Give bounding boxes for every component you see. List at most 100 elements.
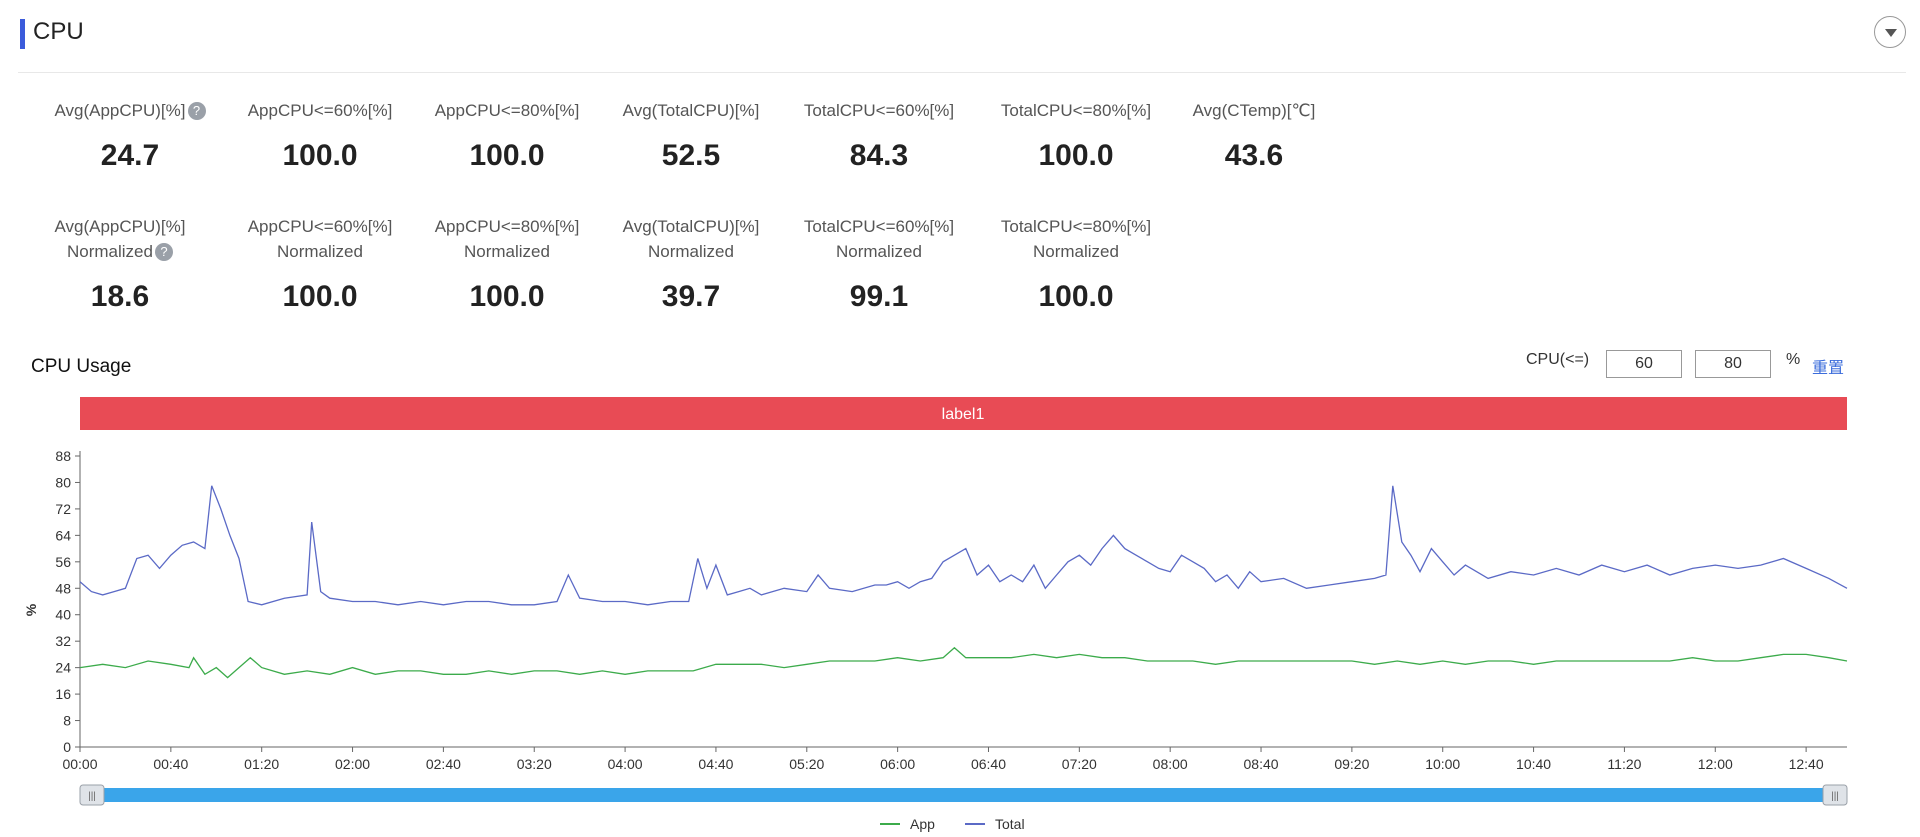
metric-value: 52.5 xyxy=(661,139,721,172)
cpu-usage-chart: label1 0 8 16 24 32 40 48 56 64 72 80 88 00:00 00:40… xyxy=(23,397,1848,832)
metric-avg-ctemp: Avg(CTemp)[℃] 43.6 xyxy=(1164,98,1344,173)
x-tick-label: 04:40 xyxy=(698,756,733,772)
x-tick-label: 05:20 xyxy=(789,756,824,772)
x-tick-label: 08:40 xyxy=(1244,756,1279,772)
legend: App Total xyxy=(880,816,1025,832)
metric-value: 43.6 xyxy=(1224,139,1284,172)
y-tick-label: 40 xyxy=(55,607,71,623)
x-tick-label: 08:00 xyxy=(1153,756,1188,772)
x-tick-label: 11:20 xyxy=(1607,756,1641,772)
metric-value: 100.0 xyxy=(469,280,545,313)
metric-label-normalized: Normalized xyxy=(67,242,153,261)
metric-label: AppCPU<=60%[%] xyxy=(247,217,393,236)
metric-label-normalized: Normalized xyxy=(836,242,922,261)
metric-value: 24.7 xyxy=(100,139,160,172)
threshold-60-input[interactable] xyxy=(1606,350,1682,378)
series-lines xyxy=(79,485,1848,679)
y-tick-label: 16 xyxy=(55,686,71,702)
slider-handle-left[interactable] xyxy=(79,784,105,806)
metric-totalcpu-60: TotalCPU<=60%[%] 84.3 xyxy=(789,98,969,173)
metric-label: TotalCPU<=80%[%] xyxy=(1000,101,1152,120)
metric-label: Avg(AppCPU)[%] xyxy=(54,101,186,120)
x-tick-label: 01:20 xyxy=(244,756,279,772)
grip-icon: ||| xyxy=(88,791,96,802)
metric-label: Avg(AppCPU)[%] xyxy=(54,217,186,236)
collapse-button[interactable] xyxy=(1874,16,1906,48)
x-tick-label: 12:40 xyxy=(1789,756,1824,772)
x-tick-label: 00:00 xyxy=(62,756,97,772)
y-axis-label: % xyxy=(23,603,39,616)
metric-totalcpu-80-normalized: TotalCPU<=80%[%] Normalized 100.0 xyxy=(986,214,1166,314)
y-tick-label: 64 xyxy=(55,527,71,543)
time-range-slider[interactable]: ||| ||| xyxy=(79,784,1848,806)
y-tick-label: 24 xyxy=(55,660,71,676)
metric-label-normalized: Normalized xyxy=(464,242,550,261)
x-tick-label: 04:00 xyxy=(608,756,643,772)
metric-avg-appcpu: Avg(AppCPU)[%]? 24.7 xyxy=(40,98,220,173)
metric-value: 99.1 xyxy=(849,280,909,313)
y-tick-label: 80 xyxy=(55,474,71,490)
y-tick-label: 72 xyxy=(55,501,71,517)
metric-label: TotalCPU<=80%[%] xyxy=(1000,217,1152,236)
label-band-text: label1 xyxy=(942,406,985,423)
series-line-total xyxy=(79,485,1848,606)
metric-label: Avg(CTemp)[℃] xyxy=(1192,101,1316,120)
x-tick-label: 02:40 xyxy=(426,756,461,772)
x-tick-label: 10:00 xyxy=(1425,756,1460,772)
slider-track[interactable] xyxy=(84,788,1842,802)
section-header: CPU xyxy=(18,14,1906,73)
threshold-80-input[interactable] xyxy=(1695,350,1771,378)
metric-label: Avg(TotalCPU)[%] xyxy=(622,101,760,120)
help-icon[interactable]: ? xyxy=(154,243,173,261)
metric-value: 100.0 xyxy=(282,139,358,172)
y-tick-label: 32 xyxy=(55,633,71,649)
metric-value: 100.0 xyxy=(1038,280,1114,313)
reset-link[interactable]: 重置 xyxy=(1812,360,1845,377)
metric-value: 100.0 xyxy=(282,280,358,313)
y-tick-label: 48 xyxy=(55,580,71,596)
metric-appcpu-80: AppCPU<=80%[%] 100.0 xyxy=(417,98,597,173)
metric-label: AppCPU<=60%[%] xyxy=(247,101,393,120)
x-tick-label: 09:20 xyxy=(1334,756,1369,772)
metric-value: 100.0 xyxy=(1038,139,1114,172)
grip-icon: ||| xyxy=(1831,791,1839,802)
y-tick-label: 0 xyxy=(63,739,71,755)
metric-label-normalized: Normalized xyxy=(277,242,363,261)
section-title: CPU xyxy=(33,18,84,45)
metric-value: 100.0 xyxy=(469,139,545,172)
x-tick-label: 00:40 xyxy=(153,756,188,772)
x-tick-label: 12:00 xyxy=(1698,756,1733,772)
x-axis: 00:00 00:40 01:20 02:00 02:40 03:20 04:00 04:40… xyxy=(62,746,1847,772)
metric-label-normalized: Normalized xyxy=(648,242,734,261)
metric-appcpu-60-normalized: AppCPU<=60%[%] Normalized 100.0 xyxy=(230,214,410,314)
metric-avg-appcpu-normalized: Avg(AppCPU)[%] Normalized? 18.6 xyxy=(30,214,210,314)
slider-handle-right[interactable] xyxy=(1822,784,1848,806)
y-tick-label: 8 xyxy=(63,713,71,729)
metric-totalcpu-60-normalized: TotalCPU<=60%[%] Normalized 99.1 xyxy=(789,214,969,314)
metric-avg-totalcpu: Avg(TotalCPU)[%] 52.5 xyxy=(601,98,781,173)
section-accent-bar xyxy=(20,19,25,49)
x-tick-label: 06:40 xyxy=(971,756,1006,772)
legend-label-total[interactable]: Total xyxy=(995,816,1025,832)
y-tick-label: 56 xyxy=(55,554,71,570)
x-tick-label: 02:00 xyxy=(335,756,370,772)
metric-totalcpu-80: TotalCPU<=80%[%] 100.0 xyxy=(986,98,1166,173)
metric-value: 84.3 xyxy=(849,139,909,172)
label-band xyxy=(80,397,1847,430)
threshold-label: CPU(<=) xyxy=(1526,351,1590,368)
metric-value: 18.6 xyxy=(90,280,150,313)
legend-label-app[interactable]: App xyxy=(910,816,935,832)
x-tick-label: 06:00 xyxy=(880,756,915,772)
metric-label-normalized: Normalized xyxy=(1033,242,1119,261)
metric-value: 39.7 xyxy=(661,280,721,313)
x-tick-label: 07:20 xyxy=(1062,756,1097,772)
metric-avg-totalcpu-normalized: Avg(TotalCPU)[%] Normalized 39.7 xyxy=(601,214,781,314)
metric-label: TotalCPU<=60%[%] xyxy=(803,217,955,236)
series-line-app xyxy=(79,646,1848,679)
y-tick-label: 88 xyxy=(55,448,71,464)
help-icon[interactable]: ? xyxy=(187,102,206,120)
y-axis: 0 8 16 24 32 40 48 56 64 72 80 88 xyxy=(55,448,81,755)
metric-appcpu-80-normalized: AppCPU<=80%[%] Normalized 100.0 xyxy=(417,214,597,314)
x-tick-label: 10:40 xyxy=(1516,756,1551,772)
metric-label: AppCPU<=80%[%] xyxy=(434,101,580,120)
